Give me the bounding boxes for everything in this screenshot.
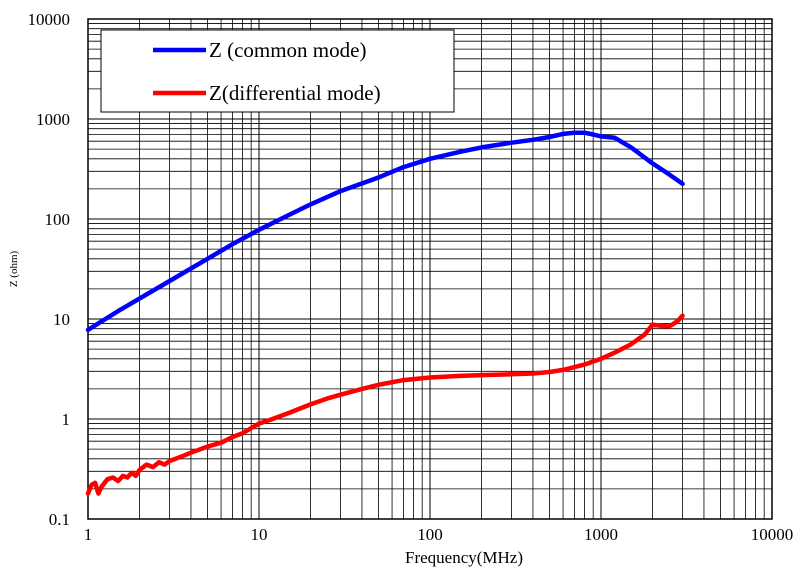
legend-label-common-mode: Z (common mode) [209, 38, 366, 62]
x-tick-label: 10000 [751, 525, 794, 544]
y-tick-label: 100 [45, 210, 71, 229]
y-tick-label: 10000 [28, 10, 71, 29]
y-tick-label: 1000 [36, 110, 70, 129]
x-tick-labels: 1 10 100 1000 10000 [84, 525, 794, 544]
x-tick-label: 10 [251, 525, 268, 544]
y-tick-label: 0.1 [49, 510, 70, 529]
y-tick-label: 10 [53, 310, 70, 329]
y-axis-label: Z (ohm) [8, 250, 20, 287]
y-tick-label: 1 [62, 410, 71, 429]
series-layer [85, 130, 685, 496]
x-tick-label: 1000 [584, 525, 618, 544]
plot-frame [87, 18, 773, 520]
legend: Z (common mode) Z(differential mode) [100, 29, 455, 113]
x-axis-label: Frequency(MHz) [405, 548, 523, 567]
x-tick-label: 1 [84, 525, 93, 544]
series-line-0 [85, 130, 685, 333]
legend-label-differential-mode: Z(differential mode) [209, 81, 381, 105]
x-tick-label: 100 [417, 525, 443, 544]
series-line-1 [85, 313, 685, 496]
legend-box [100, 29, 455, 113]
y-tick-labels: 0.1 1 10 100 1000 10000 [28, 10, 71, 529]
